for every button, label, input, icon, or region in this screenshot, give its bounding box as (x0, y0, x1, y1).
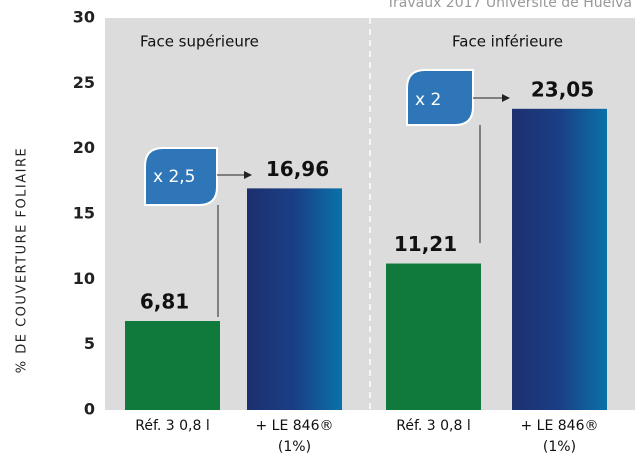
arrow-head (244, 171, 252, 179)
source: Travaux 2017 Université de Huelva (386, 0, 633, 11)
x-tick-label: + LE 846® (256, 418, 334, 434)
annotation: x 2 (415, 90, 441, 110)
x-tick-label: (1%) (543, 439, 576, 455)
y-tick-label: 5 (84, 334, 95, 353)
group-label: Face inférieure (452, 33, 563, 51)
bar (386, 263, 481, 410)
x-tick-label: (1%) (278, 439, 311, 455)
bar (125, 321, 220, 410)
arrow-head (502, 94, 510, 102)
group-label: Face supérieure (140, 33, 259, 51)
bar (247, 188, 342, 410)
callout-box (406, 69, 474, 126)
y-tick-label: 20 (73, 138, 95, 157)
x-tick-label: Réf. 3 0,8 l (396, 418, 470, 434)
y-tick-label: 0 (84, 400, 95, 419)
y-tick-label: 25 (73, 73, 95, 92)
value-label: 23,05 (531, 77, 594, 101)
value-label: 11,21 (394, 232, 457, 256)
x-tick-label: Réf. 3 0,8 l (135, 418, 209, 434)
bar (512, 108, 607, 411)
annotation: x 2,5 (153, 167, 196, 187)
y-tick-label: 15 (73, 204, 95, 223)
value-label: 16,96 (266, 157, 329, 181)
y-tick-label: 30 (73, 8, 95, 27)
callout-box (144, 147, 218, 206)
y-axis-label: % DE COUVERTURE FOLIAIRE (15, 147, 30, 373)
y-tick-label: 10 (73, 269, 95, 288)
value-label: 6,81 (140, 290, 189, 314)
x-tick-label: + LE 846® (521, 418, 599, 434)
